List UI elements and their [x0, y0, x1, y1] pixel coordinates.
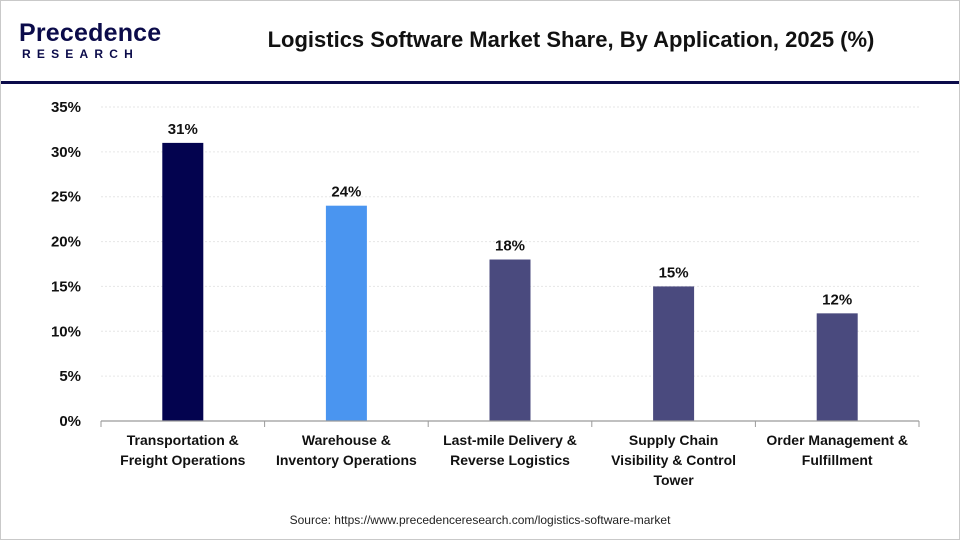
bar: [325, 205, 367, 421]
bar: [162, 142, 204, 421]
bar: [816, 313, 858, 421]
header-bar: Precedence RESEARCH Logistics Software M…: [1, 1, 959, 84]
y-tick-label: 10%: [51, 323, 81, 340]
bar: [653, 286, 695, 421]
x-category-label: Supply Chain: [629, 432, 718, 448]
y-tick-label: 5%: [59, 368, 81, 385]
x-category-label: Visibility & Control: [611, 452, 736, 468]
source-note: Source: https://www.precedenceresearch.c…: [289, 513, 671, 527]
precedence-research-logo: Precedence RESEARCH: [19, 19, 169, 65]
y-tick-label: 20%: [51, 234, 81, 251]
x-category-label: Tower: [653, 472, 694, 488]
y-tick-label: 0%: [59, 413, 81, 430]
x-category-label: Transportation &: [127, 432, 239, 448]
x-category-label: Reverse Logistics: [450, 452, 570, 468]
bar-chart: 0% 5% 10% 15% 20% 25% 30% 35% 31% 24% 18% 15% 12% T…: [51, 99, 920, 488]
x-category-label: Inventory Operations: [276, 452, 417, 468]
x-axis: [100, 420, 920, 427]
y-axis-ticks: 0% 5% 10% 15% 20% 25% 30% 35%: [51, 99, 81, 430]
y-tick-label: 30%: [51, 144, 81, 161]
bar-value-label: 18%: [495, 238, 525, 255]
x-category-label: Warehouse &: [302, 432, 391, 448]
y-tick-label: 35%: [51, 99, 81, 116]
y-tick-label: 25%: [51, 189, 81, 206]
bar-value-label: 12%: [822, 291, 852, 308]
x-category-label: Last-mile Delivery &: [443, 432, 577, 448]
x-category-label: Fulfillment: [802, 452, 873, 468]
value-labels: 31% 24% 18% 15% 12%: [168, 121, 852, 308]
bar-value-label: 15%: [659, 264, 689, 281]
bars: [162, 142, 858, 421]
logo-wordmark: Precedence: [19, 19, 162, 47]
x-category-label: Order Management &: [766, 432, 908, 448]
x-axis-labels: Transportation & Freight Operations Wareho…: [120, 432, 908, 488]
x-category-label: Freight Operations: [120, 452, 245, 468]
logo-subtitle: RESEARCH: [22, 47, 139, 61]
bar-value-label: 31%: [168, 121, 198, 138]
bar-value-label: 24%: [331, 184, 361, 201]
y-tick-label: 15%: [51, 278, 81, 295]
chart-title: Logistics Software Market Share, By Appl…: [267, 27, 875, 52]
bar: [489, 259, 531, 421]
